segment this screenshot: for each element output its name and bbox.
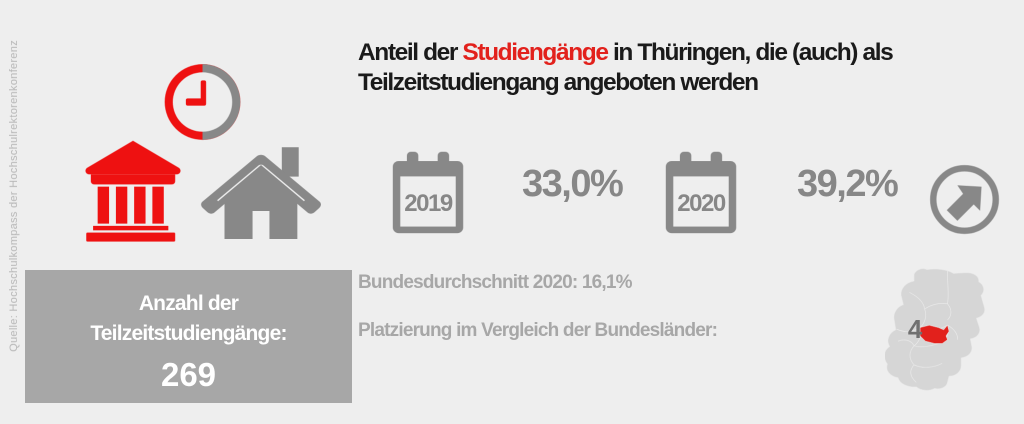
svg-text:4: 4 — [908, 316, 923, 344]
